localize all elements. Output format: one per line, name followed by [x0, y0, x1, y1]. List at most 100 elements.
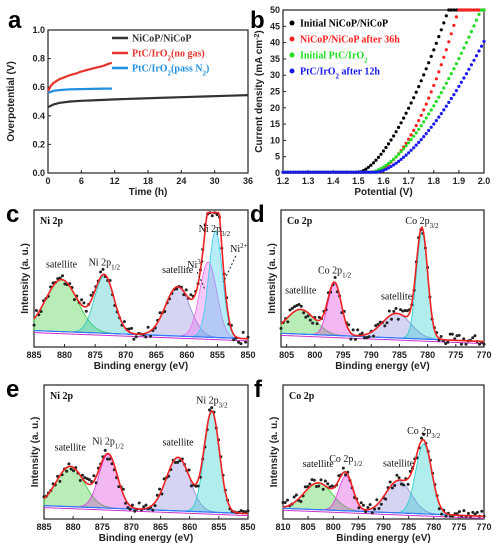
data-point-b: [374, 158, 378, 162]
data-point-b: [472, 58, 476, 62]
legend-label-b-0: Initial NiCoP/NiCoP: [300, 19, 388, 30]
data-point-c: [56, 277, 60, 281]
data-point-c: [134, 335, 138, 339]
background-line2-e: [43, 507, 249, 517]
data-point-e: [69, 467, 73, 471]
data-point-b: [437, 95, 441, 99]
peak-label-d-0: satellite: [285, 285, 317, 296]
data-point-b: [432, 83, 436, 88]
data-point-f: [364, 510, 368, 514]
data-point-b: [437, 70, 441, 74]
axes-frame-e: [43, 384, 249, 520]
y-axis-label-b: Current density (mA cm-2): [254, 30, 266, 153]
peak-label-f-0: satellite: [303, 459, 335, 470]
x-tick-label-a: 12: [110, 176, 120, 186]
data-point-f: [303, 485, 307, 489]
data-point-c: [32, 323, 36, 327]
data-point-f: [361, 503, 365, 507]
y-axis-label-e: Intensity (a. u.): [30, 417, 41, 488]
data-point-b: [394, 130, 398, 134]
x-axis-label-a: Time (h): [129, 187, 168, 198]
data-point-b: [379, 152, 383, 156]
data-point-b: [283, 170, 288, 174]
data-point-d: [405, 309, 409, 313]
axes-frame-c: [33, 209, 249, 348]
data-point-b: [386, 142, 391, 146]
data-point-b: [422, 135, 426, 139]
data-point-b: [409, 101, 413, 105]
data-point-b: [439, 63, 443, 67]
data-point-d: [374, 324, 378, 328]
x-tick-label-a: 24: [176, 176, 186, 186]
data-point-f: [344, 473, 347, 477]
data-point-d: [482, 342, 486, 346]
data-point-b: [429, 54, 433, 59]
legend-label-a-2: PtC/IrO2(pass N2): [132, 64, 209, 78]
data-point-f: [323, 479, 327, 483]
x-tick-label-f: 795: [351, 522, 366, 532]
data-point-b: [397, 125, 401, 129]
y-tick-label-b: 25: [270, 87, 280, 97]
data-point-b: [414, 124, 418, 128]
peak-label-c-main: Ni 2p3/2: [199, 224, 231, 238]
peak-label-f-3: Co 2p3/2: [407, 426, 441, 440]
data-point-b: [409, 133, 413, 137]
data-point-e: [83, 476, 87, 480]
data-point-f: [377, 507, 381, 510]
peak-label-c-ni3: Ni3+: [187, 258, 205, 271]
data-point-b: [336, 170, 340, 174]
axes-frame-d: [280, 209, 485, 348]
data-point-b: [457, 84, 461, 88]
data-point-b: [479, 8, 484, 12]
data-point-d: [317, 315, 321, 319]
data-point-d: [462, 337, 466, 341]
data-point-c: [215, 213, 219, 217]
data-point-c: [149, 334, 152, 338]
data-point-d: [453, 337, 457, 341]
peak-label-f-1: Co 2p1/2: [329, 454, 363, 468]
data-point-b: [397, 159, 401, 163]
data-point-e: [151, 508, 155, 512]
data-point-b: [386, 166, 391, 170]
data-point-d: [446, 340, 450, 344]
data-point-e: [124, 501, 128, 505]
data-point-d: [290, 306, 294, 310]
data-point-e: [244, 510, 248, 514]
legend-swatch-b-2: [289, 52, 295, 58]
x-tick-label-c: 860: [179, 350, 194, 360]
data-point-b: [432, 48, 436, 52]
data-point-b: [439, 28, 443, 32]
peak-label-d-2: satellite: [381, 291, 413, 302]
data-point-b: [417, 119, 421, 123]
data-point-e: [162, 477, 166, 481]
legend-label-b-2: Initial PtC/IrO2: [300, 51, 368, 65]
data-point-b: [444, 81, 448, 85]
data-point-b: [482, 39, 486, 44]
data-point-b: [454, 15, 458, 19]
data-point-c: [246, 335, 250, 339]
data-point-f: [422, 432, 426, 436]
data-point-b: [434, 99, 438, 104]
data-point-b: [414, 143, 418, 147]
x-axis-label-d: Binding energy (eV): [335, 361, 429, 372]
y-tick-label-b: 10: [270, 135, 280, 145]
data-point-b: [376, 170, 381, 174]
data-point-b: [442, 55, 446, 59]
data-point-b: [314, 170, 318, 174]
data-point-d: [356, 328, 360, 332]
data-point-b: [384, 163, 388, 167]
peak-label-c-0: satellite: [46, 260, 78, 271]
data-point-d: [299, 304, 303, 308]
panel-label-f: f: [254, 376, 263, 403]
data-point-d: [302, 311, 306, 315]
data-point-c: [175, 287, 179, 291]
data-point-b: [469, 30, 473, 34]
data-point-b: [306, 170, 310, 174]
data-point-b: [392, 134, 396, 138]
data-point-b: [454, 89, 458, 93]
data-point-f: [390, 486, 394, 490]
data-point-b: [419, 138, 423, 142]
data-point-b: [459, 80, 463, 84]
data-point-b: [464, 41, 468, 45]
data-point-c: [132, 337, 136, 341]
